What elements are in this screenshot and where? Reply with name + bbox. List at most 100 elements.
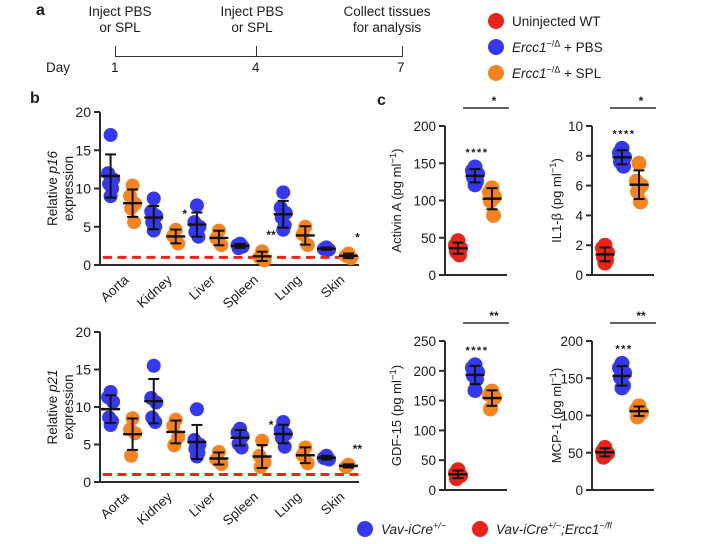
- legend-label-ercc1-spl: Ercc1−/Δ + SPL: [512, 64, 602, 81]
- svg-text:*: *: [182, 207, 187, 221]
- svg-text:*: *: [355, 231, 360, 245]
- legend-dot-orange: [488, 65, 504, 81]
- svg-text:15: 15: [75, 362, 91, 378]
- svg-text:0: 0: [83, 257, 91, 273]
- timeline-axis: [115, 56, 403, 57]
- svg-text:MCP-1 (pg ml−1): MCP-1 (pg ml−1): [548, 368, 564, 463]
- legend-item-ercc1-spl: Ercc1−/Δ + SPL: [488, 60, 603, 86]
- svg-text:*: *: [492, 96, 497, 108]
- svg-text:Spleen: Spleen: [220, 489, 261, 528]
- svg-text:250: 250: [413, 334, 436, 349]
- legend-bottom: Vav-iCre+/− Vav-iCre+/−;Ercc1−/fl: [357, 516, 612, 542]
- svg-text:**: **: [489, 311, 499, 323]
- legend-item-vav-icre-ercc1: Vav-iCre+/−;Ercc1−/fl: [472, 516, 612, 542]
- legend-dot-red: [488, 13, 504, 29]
- svg-text:Kidney: Kidney: [134, 272, 175, 308]
- timeline-tick-day7: [402, 46, 403, 56]
- svg-text:Kidney: Kidney: [134, 489, 175, 528]
- svg-text:GDF-15 (pg ml−1): GDF-15 (pg ml−1): [388, 365, 404, 466]
- day-4: 4: [252, 60, 260, 75]
- svg-text:0: 0: [428, 268, 436, 283]
- day-1: 1: [111, 60, 119, 75]
- svg-text:20: 20: [75, 104, 91, 120]
- svg-text:Aorta: Aorta: [98, 489, 132, 522]
- svg-text:**: **: [353, 442, 363, 456]
- svg-text:150: 150: [413, 156, 436, 171]
- svg-text:**: **: [636, 311, 646, 323]
- svg-text:****: ****: [465, 147, 488, 159]
- svg-text:Relative p21: Relative p21: [45, 369, 60, 444]
- svg-text:Lung: Lung: [272, 272, 304, 303]
- legend-dot-blue: [488, 39, 504, 55]
- svg-text:200: 200: [413, 119, 436, 134]
- legend-dot-vav-icre-red: [472, 521, 489, 537]
- timeline-event-3: Collect tissues for analysis: [328, 4, 446, 36]
- svg-text:100: 100: [560, 409, 583, 424]
- svg-text:Activin A (pg ml−1): Activin A (pg ml−1): [388, 148, 404, 252]
- legend-label-ercc1-pbs: Ercc1−/Δ + PBS: [512, 38, 603, 55]
- svg-text:IL1-β (pg ml−1): IL1-β (pg ml−1): [548, 158, 564, 243]
- svg-text:0: 0: [575, 268, 583, 283]
- svg-text:50: 50: [568, 446, 583, 461]
- svg-text:2: 2: [575, 238, 583, 253]
- svg-text:**: **: [266, 228, 276, 242]
- legend-dot-vav-icre-blue: [357, 521, 373, 537]
- svg-text:Lung: Lung: [272, 489, 304, 520]
- svg-text:****: ****: [612, 128, 635, 140]
- svg-text:10: 10: [75, 399, 91, 415]
- p21-expression-chart: 0 5 10 15 20 Aorta Kidney Liver * Spleen Lung ** Ski…: [45, 324, 363, 528]
- svg-text:0: 0: [83, 474, 91, 490]
- legend-item-uninjected-wt: Uninjected WT: [488, 8, 603, 34]
- day-7: 7: [397, 60, 405, 75]
- svg-text:15: 15: [75, 142, 91, 158]
- panel-c-label: c: [377, 92, 386, 109]
- panel-a-label: a: [36, 2, 45, 19]
- p16-expression-chart: 0 5 10 15 20 Aorta * Kidney Liver ** Spleen Lung * Sk…: [45, 104, 360, 308]
- svg-text:Relative p16: Relative p16: [45, 150, 60, 226]
- svg-text:10: 10: [75, 181, 91, 197]
- event-1-line1: Inject PBS: [88, 4, 152, 19]
- timeline-tick-day4: [256, 46, 257, 56]
- event-2-line1: Inject PBS: [220, 4, 284, 19]
- svg-text:6: 6: [575, 179, 583, 194]
- svg-text:Liver: Liver: [186, 272, 218, 303]
- svg-text:*: *: [269, 418, 274, 432]
- legend-label-vav-icre: Vav-iCre+/−: [381, 520, 447, 537]
- legend-label-vav-icre-ercc1: Vav-iCre+/−;Ercc1−/fl: [496, 520, 612, 537]
- timeline-event-2: Inject PBS or SPL: [202, 4, 302, 36]
- svg-text:***: ***: [615, 343, 632, 355]
- svg-text:50: 50: [421, 453, 436, 468]
- svg-text:Skin: Skin: [318, 489, 348, 518]
- svg-text:expression: expression: [61, 156, 76, 221]
- svg-text:10: 10: [568, 119, 583, 134]
- svg-text:*: *: [639, 96, 644, 108]
- svg-text:150: 150: [560, 371, 583, 386]
- svg-text:0: 0: [575, 483, 583, 498]
- event-2-line2: or SPL: [231, 20, 273, 35]
- svg-text:Skin: Skin: [318, 272, 348, 301]
- timeline-tick-day1: [115, 46, 116, 56]
- svg-text:100: 100: [413, 194, 436, 209]
- svg-text:expression: expression: [61, 374, 76, 439]
- svg-text:150: 150: [413, 394, 436, 409]
- event-3-line1: Collect tissues: [343, 4, 431, 19]
- event-3-line2: for analysis: [352, 20, 422, 35]
- panel-b-label: b: [30, 90, 40, 107]
- legend-label-uninjected-wt: Uninjected WT: [512, 13, 601, 29]
- svg-text:5: 5: [83, 219, 91, 235]
- legend-item-ercc1-pbs: Ercc1−/Δ + PBS: [488, 34, 603, 60]
- svg-text:****: ****: [465, 345, 488, 357]
- timeline-event-1: Inject PBS or SPL: [70, 4, 170, 36]
- legend-top: Uninjected WT Ercc1−/Δ + PBS Ercc1−/Δ + …: [488, 8, 603, 86]
- svg-text:5: 5: [83, 437, 91, 453]
- svg-text:200: 200: [560, 334, 583, 349]
- svg-text:200: 200: [413, 364, 436, 379]
- svg-text:4: 4: [575, 208, 583, 223]
- event-1-line2: or SPL: [99, 20, 141, 35]
- svg-text:8: 8: [575, 149, 583, 164]
